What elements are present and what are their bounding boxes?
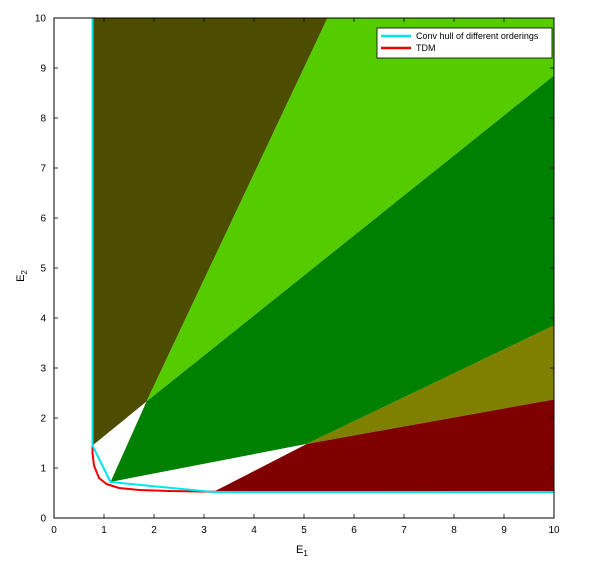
series-line-tdm: [91, 18, 555, 493]
region-3: [306, 325, 554, 444]
region-1: [146, 18, 554, 402]
x-tick-label: 7: [401, 525, 407, 536]
x-tick-label: 0: [51, 525, 57, 536]
region-layer: [92, 18, 554, 492]
y-tick-label: 4: [40, 314, 46, 325]
x-axis-label: E1: [296, 544, 308, 558]
region-0: [92, 18, 328, 482]
y-tick-label: 1: [40, 464, 46, 475]
x-tick-label: 3: [201, 525, 207, 536]
y-axis-label-text: E: [15, 275, 27, 282]
x-tick-label: 2: [151, 525, 157, 536]
y-axis-label-subscript: 2: [20, 270, 29, 275]
y-tick-label: 9: [40, 64, 46, 75]
y-tick-label: 5: [40, 264, 46, 275]
x-axis-label-text: E: [296, 544, 303, 556]
y-tick-label: 6: [40, 214, 46, 225]
y-axis-label: E2: [15, 270, 29, 282]
region-4: [213, 399, 554, 492]
x-tick-label: 5: [301, 525, 307, 536]
y-tick-label: 0: [40, 514, 46, 525]
x-tick-label: 8: [451, 525, 457, 536]
legend-label-conv-hull: Conv hull of different orderings: [416, 31, 539, 41]
x-axis-label-subscript: 1: [303, 549, 308, 558]
x-tick-label: 4: [251, 525, 257, 536]
legend-label-tdm: TDM: [416, 43, 436, 53]
x-tick-label: 10: [548, 525, 560, 536]
x-tick-label: 1: [101, 525, 107, 536]
y-tick-label: 3: [40, 364, 46, 375]
legend: Conv hull of different orderings TDM: [376, 27, 553, 59]
y-tick-label: 10: [35, 14, 47, 25]
legend-box: [376, 27, 553, 59]
x-tick-label: 9: [501, 525, 507, 536]
region-2: [110, 75, 554, 482]
region-5: [92, 401, 147, 482]
series-layer: [91, 18, 555, 493]
tick-layer: 0 1 2 3 4 5 6 7 8 9 10 0 1 2 3 4 5 6 7 8 9 10: [35, 14, 560, 537]
series-line-conv-hull: [91, 18, 554, 493]
x-tick-label: 6: [351, 525, 357, 536]
y-tick-label: 8: [40, 114, 46, 125]
y-tick-label: 2: [40, 414, 46, 425]
y-tick-label: 7: [40, 164, 46, 175]
region-6: [110, 444, 307, 492]
